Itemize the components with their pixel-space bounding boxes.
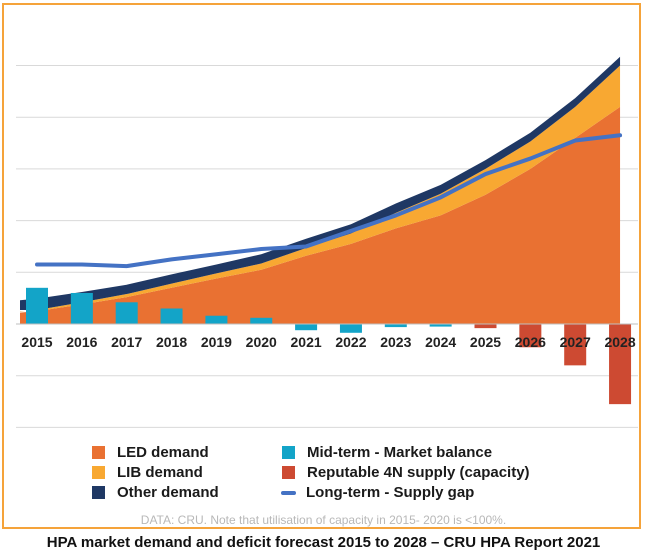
x-tick-label: 2020 [246, 334, 277, 350]
bar-mid-term-market-balance [429, 324, 452, 327]
x-tick-label: 2018 [156, 334, 187, 350]
bar-mid-term-market-balance [160, 308, 183, 324]
bar-reputable-4n-supply-capacity- [474, 324, 497, 329]
bar-mid-term-market-balance [295, 324, 318, 331]
x-tick-label: 2024 [425, 334, 456, 350]
legend-label-4n-supply: Reputable 4N supply (capacity) [307, 464, 530, 481]
x-tick-label: 2023 [380, 334, 411, 350]
legend-swatch-4n-supply [282, 466, 295, 479]
legend-label-supply-gap: Long-term - Supply gap [306, 484, 475, 501]
legend-label-other: Other demand [117, 484, 219, 501]
bar-reputable-4n-supply-capacity- [564, 324, 587, 366]
x-tick-label: 2022 [335, 334, 366, 350]
x-tick-label: 2015 [21, 334, 52, 350]
bar-mid-term-market-balance [26, 287, 48, 324]
area-led-demand [20, 106, 621, 324]
legend-item-market-balance: Mid-term - Market balance [282, 444, 492, 461]
x-tick-label: 2021 [291, 334, 322, 350]
bar-mid-term-market-balance [70, 292, 93, 324]
x-tick-label: 2025 [470, 334, 501, 350]
data-note: DATA: CRU. Note that utilisation of capa… [140, 513, 507, 527]
bar-mid-term-market-balance [339, 324, 362, 333]
legend-item-4n-supply: Reputable 4N supply (capacity) [282, 464, 530, 481]
x-tick-label: 2027 [560, 334, 591, 350]
bar-reputable-4n-supply-capacity- [519, 324, 542, 348]
legend-label-market-balance: Mid-term - Market balance [307, 444, 493, 461]
legend-label-led: LED demand [117, 444, 209, 461]
bar-mid-term-market-balance [115, 302, 138, 324]
chart-frame [2, 3, 641, 529]
bar-mid-term-market-balance [205, 315, 228, 324]
bar-mid-term-market-balance [250, 317, 273, 324]
bar-reputable-4n-supply-capacity- [609, 324, 632, 405]
legend-swatch-lib [92, 466, 105, 479]
legend-swatch-other [92, 486, 105, 499]
legend-item-supply-gap: Long-term - Supply gap [281, 484, 474, 501]
legend-swatch-supply-gap [281, 490, 296, 495]
bar-mid-term-market-balance [384, 324, 407, 328]
x-tick-label: 2016 [66, 334, 97, 350]
legend-swatch-market-balance [282, 446, 295, 459]
x-tick-label: 2028 [604, 334, 635, 350]
figure-caption: HPA market demand and deficit forecast 2… [46, 534, 601, 551]
legend-item-lib-demand: LIB demand [92, 464, 203, 481]
line-supply-gap [35, 133, 623, 269]
legend-label-lib: LIB demand [117, 464, 203, 481]
x-tick-label: 2017 [111, 334, 142, 350]
legend-item-other-demand: Other demand [92, 484, 219, 501]
x-tick-label: 2026 [515, 334, 546, 350]
x-tick-label: 2019 [201, 334, 232, 350]
legend-swatch-led [92, 446, 105, 459]
legend-item-led-demand: LED demand [92, 444, 209, 461]
